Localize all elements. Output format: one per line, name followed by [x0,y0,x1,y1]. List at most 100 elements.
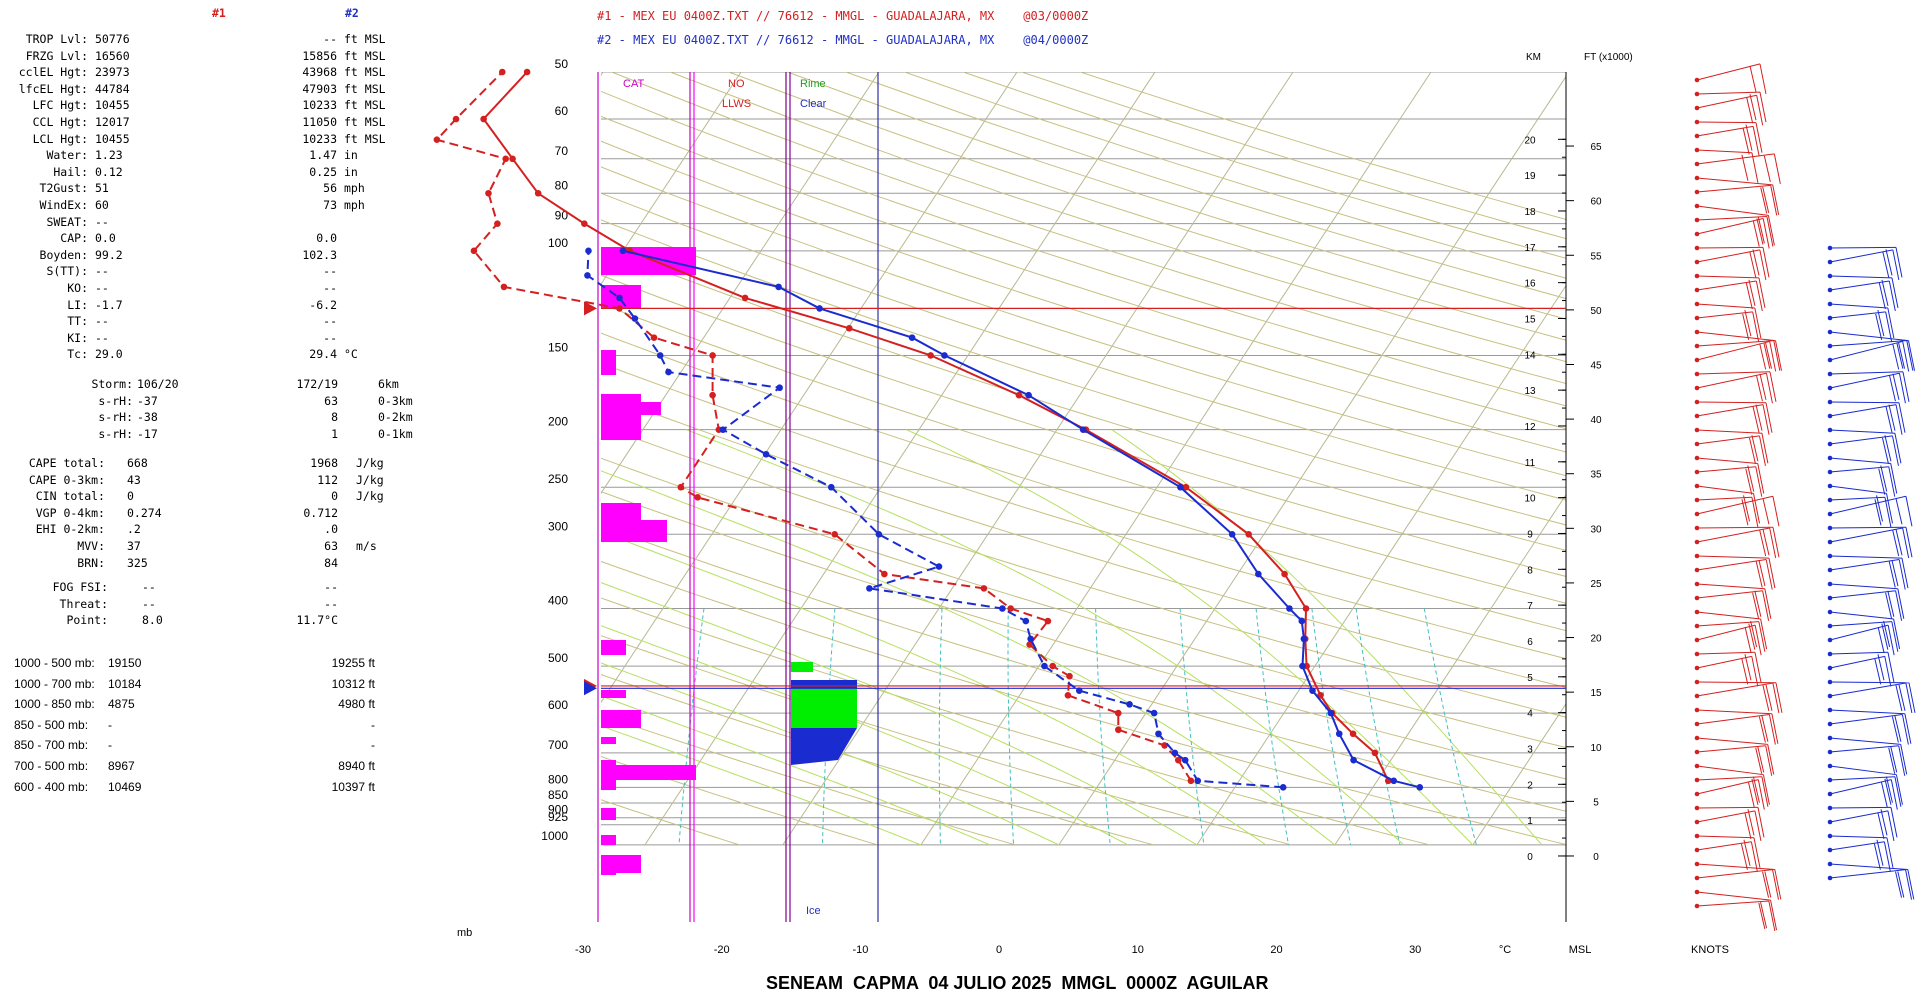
cape-value-run2: 63 [324,539,338,553]
run2-wind-barb-flag [1881,623,1889,650]
run1-dewpoint-point [677,483,685,491]
run1-wind-barb-flag [1767,215,1775,246]
run1-wind-barb-base [1694,105,1700,111]
params-row: TROP Lvl: 50776 -- ft MSL [0,32,560,48]
run1-wind-barb-flag [1766,216,1774,247]
run2-wind-barb-base [1827,749,1833,755]
pressure-tick-label: 90 [555,209,569,223]
run2-temperature-point [1309,687,1316,694]
run1-temperature-point [1371,749,1379,757]
params-label: Tc: [67,347,88,362]
params-row: Boyden: 99.2 102.3 [0,248,560,264]
temperature-tick-label: -10 [852,944,868,956]
run2-wind-barb-flag [1884,435,1892,462]
dry-adiabat-line [601,635,1292,846]
run2-wind-barb-base [1827,721,1833,727]
temperature-unit-label: °C [1499,944,1511,956]
run1-wind-barb-staff [1696,714,1770,725]
run1-wind-barb-flag [1752,126,1760,157]
run1-wind-barb-base [1694,679,1700,685]
cat-bar [601,350,616,375]
run2-temperature-point [1327,709,1335,717]
isotherm-line [1334,493,1566,846]
run1-wind-barb-flag [1755,404,1763,431]
run1-wind-barb-base [1694,861,1700,867]
run2-wind-barb-base [1827,819,1833,825]
run2-wind-barb-flag [1895,871,1903,898]
run2-wind-barb-base [1827,609,1833,615]
km-tick-label: 8 [1527,565,1533,576]
run1-wind-barb-staff [1696,495,1774,515]
run2-wind-barb-staff [1829,841,1885,851]
isotherm-line [644,72,1156,846]
run1-dewpoint-point [1044,617,1052,625]
km-tick-label: 9 [1527,529,1533,540]
run1-wind-barb-flag [1753,493,1761,524]
run1-wind-barb-flag [1762,590,1770,621]
run2-wind-barb-flag [1891,560,1899,587]
cape-row: CAPE 0-3km: 43 112 J/kg [0,473,560,489]
run2-wind-barb-base [1827,525,1833,531]
ft-tick-label: 50 [1590,306,1602,317]
run1-wind-barb-flag [1749,93,1757,121]
run2-wind-barb-flag [1895,247,1903,278]
params-label: KO: [67,281,88,295]
thickness-value-run1: 4875 [108,697,135,712]
thickness-label: 850 - 500 mb: [14,717,89,732]
thickness-value-run1: - [108,738,112,753]
params-row: Tc: 29.0 29.4 °C [0,347,560,363]
run2-wind-barb-flag [1877,654,1885,681]
run1-dewpoint-point [470,247,478,255]
dry-adiabat-line [601,192,1566,501]
cat-bar [601,835,616,845]
params-row: Hail: 0.12 0.25 in [0,165,560,181]
run1-dewpoint-point [1007,605,1014,612]
run2-wind-barb-flag [1887,810,1895,841]
storm-label: Storm: [91,377,133,391]
storm-value-run2: 63 [324,393,338,408]
params-value-run1: 1.23 [95,148,123,163]
aviation-label-ice: Ice [806,905,821,917]
run1-wind-barb-flag [1772,527,1780,558]
cat-bar [601,394,641,440]
params-value-run2: -- [323,330,337,345]
run2-dewpoint-point [1155,730,1162,738]
run2-temperature-point [1079,426,1087,433]
km-tick-label: 12 [1524,422,1536,433]
mixing-ratio-line [1423,608,1477,846]
params-row: SWEAT: -- [0,215,560,231]
thickness-row: 1000 - 700 mb: 10184 10312 ft [0,677,560,693]
aviation-label-no: NO [728,78,745,90]
cape-value-run1: 0 [127,489,134,504]
run1-temperature-line [482,71,1390,782]
run2-wind-barb-flag [1895,529,1903,556]
km-tick-label: 5 [1527,673,1533,684]
run2-wind-barb-base [1827,455,1833,461]
run1-wind-barb-staff [1696,280,1757,291]
km-tick-label: 1 [1527,816,1533,827]
pressure-tick-label: 400 [548,593,568,607]
km-tick-label: 16 [1524,279,1536,290]
storm-label: s-rH: [98,393,133,408]
params-label: LI: [67,297,88,312]
thickness-row: 700 - 500 mb: 8967 8940 ft [0,759,560,775]
run1-header: #1 [212,6,226,20]
run1-wind-barb-staff [1696,745,1766,753]
run1-wind-barb-staff [1696,709,1772,715]
run2-wind-barb-staff [1829,863,1908,870]
dry-adiabat-line [601,491,1566,780]
run1-wind-barb-base [1694,469,1700,475]
thickness-row: 1000 - 850 mb: 4875 4980 ft [0,697,560,713]
aviation-label-cat: CAT [623,78,644,90]
run2-wind-barb-flag [1891,621,1899,652]
run2-wind-barb-staff [1829,621,1892,627]
run1-wind-barb-base [1694,819,1700,825]
mixing-ratio-line [678,608,705,845]
km-tick-label: 17 [1524,243,1536,254]
run2-wind-barb-base [1827,567,1833,573]
run1-wind-barb-flag [1749,65,1757,93]
run1-wind-barb-staff [1696,457,1758,464]
run2-temperature-point [1298,617,1306,625]
pressure-tick-label: 150 [548,340,568,354]
run1-wind-barb-flag [1752,406,1760,433]
